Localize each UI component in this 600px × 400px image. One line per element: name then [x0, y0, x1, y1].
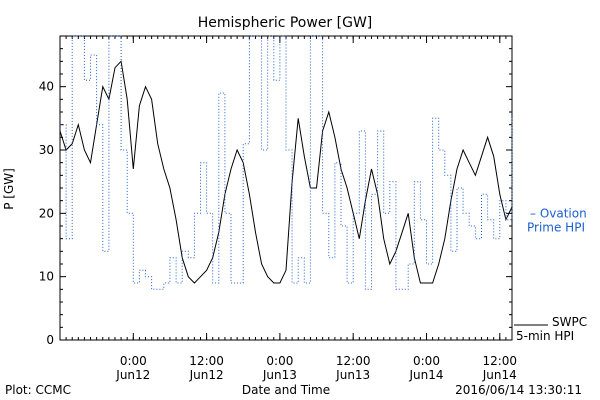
y-axis-label: P [GW]: [2, 168, 16, 210]
y-tick-label: 30: [39, 143, 54, 157]
x-axis-label: Date and Time: [242, 383, 330, 397]
series-layer: [59, 35, 513, 290]
x-tick-label-time: 12:00: [482, 354, 517, 368]
legend-ovation-line2: Prime HPI: [527, 220, 585, 234]
y-tick-label: 0: [46, 333, 54, 347]
legend-swpc-line2: 5-min HPI: [516, 329, 574, 343]
y-tick-label: 20: [39, 206, 54, 220]
x-tick-label-date: Jun13: [335, 368, 370, 382]
x-tick-label-time: 0:00: [413, 354, 440, 368]
x-tick-label-date: Jun14: [408, 368, 443, 382]
legend-ovation-line1: – Ovation: [530, 206, 587, 220]
y-tick-label: 10: [39, 270, 54, 284]
x-tick-label-time: 12:00: [189, 354, 224, 368]
series-line-ovation: [60, 35, 513, 290]
x-tick-label-date: Jun12: [115, 368, 150, 382]
x-tick-label-time: 0:00: [120, 354, 147, 368]
x-tick-label-date: Jun12: [189, 368, 224, 382]
x-tick-label-date: Jun14: [482, 368, 517, 382]
axes-layer: 0102030400:00Jun1212:00Jun120:00Jun1312:…: [39, 35, 517, 382]
plot-timestamp: 2016/06/14 13:30:11: [455, 383, 582, 397]
plot-frame: [59, 35, 513, 341]
y-tick-label: 40: [39, 80, 54, 94]
plot-credit: Plot: CCMC: [5, 383, 71, 397]
x-tick-label-time: 12:00: [336, 354, 371, 368]
x-tick-label-date: Jun13: [262, 368, 297, 382]
x-tick-label-time: 0:00: [266, 354, 293, 368]
series-line-swpc: [59, 60, 513, 284]
chart-title: Hemispheric Power [GW]: [198, 15, 373, 31]
legend-swpc-line1: SWPC: [552, 315, 587, 329]
